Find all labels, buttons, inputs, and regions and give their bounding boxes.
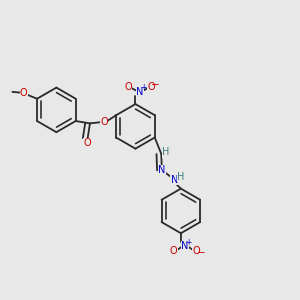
Text: H: H bbox=[162, 147, 170, 158]
Text: O: O bbox=[83, 138, 91, 148]
Text: O: O bbox=[193, 246, 200, 256]
Text: N: N bbox=[182, 241, 189, 251]
Text: N: N bbox=[171, 175, 178, 185]
Text: +: + bbox=[185, 238, 192, 247]
Text: N: N bbox=[136, 87, 143, 97]
Text: O: O bbox=[100, 117, 108, 127]
Text: O: O bbox=[147, 82, 155, 92]
Text: O: O bbox=[20, 88, 28, 98]
Text: −: − bbox=[197, 248, 206, 258]
Text: N: N bbox=[158, 165, 166, 175]
Text: H: H bbox=[177, 172, 184, 182]
Text: +: + bbox=[140, 83, 146, 92]
Text: O: O bbox=[124, 82, 132, 92]
Text: −: − bbox=[151, 80, 160, 90]
Text: O: O bbox=[170, 246, 178, 256]
